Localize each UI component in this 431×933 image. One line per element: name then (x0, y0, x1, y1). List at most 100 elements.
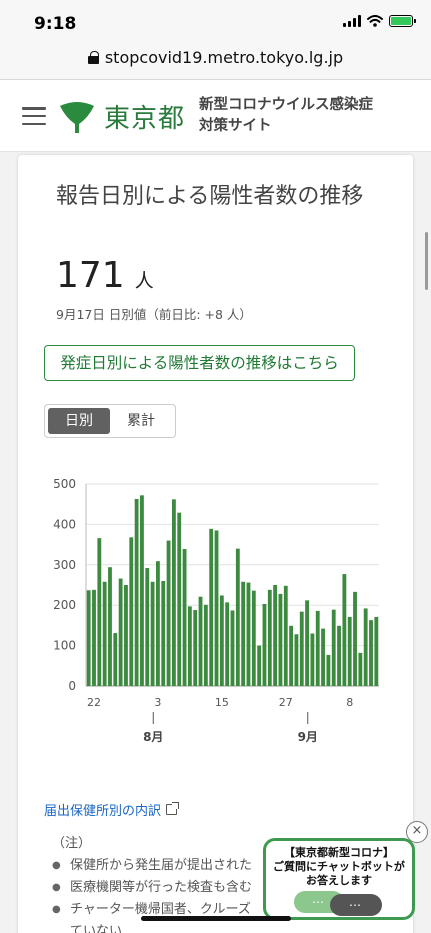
bar (166, 540, 171, 686)
bar (273, 585, 278, 686)
bar (257, 645, 262, 686)
bar (219, 595, 224, 686)
daily-count: 171 人 (56, 255, 154, 296)
menu-icon[interactable] (22, 107, 46, 125)
x-tick-label: 8 (346, 696, 353, 709)
chatbot-text: 【東京都新型コロナ】 ご質問にチャットボットが お答えします (266, 846, 412, 888)
logo-text[interactable]: 東京都 (104, 104, 186, 134)
onset-date-link-button[interactable]: 発症日別による陽性者数の推移はこちら (44, 345, 355, 381)
date-line: 9月17日 日別値（前日比: +8 人） (56, 307, 252, 322)
bar (278, 593, 283, 686)
bar (203, 604, 208, 686)
bar (331, 609, 336, 686)
lock-icon (87, 51, 99, 64)
note-item: 医療機関等が行った検査も含む (52, 877, 252, 899)
positive-cases-bar-chart: 0 100 200 300 400 500 22 3 15 27 8 8月 9月 (18, 466, 398, 756)
health-center-breakdown-link[interactable]: 届出保健所別の内訳 (44, 800, 180, 819)
battery-level (391, 17, 411, 25)
bar (97, 538, 102, 686)
bar (140, 495, 144, 686)
bar (198, 596, 203, 686)
bar (177, 512, 182, 686)
chatbot-line3: お答えします (306, 874, 372, 887)
bar (150, 581, 155, 686)
bar (363, 608, 368, 686)
bar (315, 610, 320, 686)
bar (214, 530, 219, 686)
chatbot-line2: ご質問にチャットボットが (273, 860, 405, 873)
bar (118, 578, 123, 686)
bar (129, 537, 134, 686)
bar (283, 585, 288, 686)
battery-icon (389, 15, 416, 27)
y-tick-label: 200 (53, 598, 76, 612)
scrollbar-thumb[interactable] (425, 232, 428, 290)
bar (305, 600, 309, 686)
toggle-cumulative[interactable]: 累計 (127, 413, 155, 429)
bar (369, 620, 373, 686)
note-item: 保健所から発生届が提出された (52, 855, 252, 877)
bar (113, 633, 118, 686)
bar (102, 581, 107, 686)
bar (241, 581, 246, 686)
site-title[interactable]: 新型コロナウイルス感染症 対策サイト (199, 95, 373, 137)
positive-cases-card: 報告日別による陽性者数の推移 171 人 9月17日 日別値（前日比: +8 人）… (18, 155, 413, 933)
site-title-line2: 対策サイト (199, 118, 272, 134)
daily-count-value: 171 (56, 255, 125, 296)
bar (251, 590, 256, 686)
bar (321, 628, 325, 686)
bar (326, 654, 331, 686)
y-tick-label: 300 (53, 558, 76, 572)
bar (134, 498, 139, 686)
y-tick-label: 0 (68, 679, 76, 693)
bar (230, 610, 235, 686)
bar (171, 499, 176, 686)
bar (262, 603, 267, 686)
note-continuation: ていない (70, 924, 123, 933)
bar (294, 634, 299, 686)
bar (225, 602, 230, 686)
chatbot-close-button[interactable]: × (406, 821, 428, 843)
bar (145, 568, 150, 686)
notes-section: （注） 保健所から発生届が提出された 医療機関等が行った検査も含む チャーター機… (52, 833, 252, 933)
bar (193, 610, 198, 686)
bar (92, 589, 96, 686)
chart-svg: 0 100 200 300 400 500 22 3 15 27 8 8月 9月 (53, 477, 379, 744)
bar (182, 549, 187, 686)
bar (246, 582, 251, 686)
y-tick-label: 400 (53, 517, 76, 531)
y-tick-label: 500 (53, 477, 76, 491)
home-indicator (141, 916, 291, 921)
x-tick-label: 27 (279, 696, 293, 709)
notes-list: 保健所から発生届が提出された 医療機関等が行った検査も含む チャーター機帰国者、… (52, 855, 252, 921)
url-display[interactable]: stopcovid19.metro.tokyo.lg.jp (87, 48, 344, 67)
bar (299, 611, 304, 686)
month-label: 9月 (298, 730, 318, 744)
x-tick-label: 22 (87, 696, 101, 709)
url-text: stopcovid19.metro.tokyo.lg.jp (104, 48, 344, 67)
toggle-daily[interactable]: 日別 (48, 408, 110, 434)
bar (108, 567, 112, 686)
bar (347, 616, 352, 686)
notes-heading: （注） (52, 836, 92, 851)
bar (86, 590, 91, 686)
status-time: 9:18 (34, 14, 77, 34)
status-bar: 9:18 (0, 0, 431, 44)
browser-url-bar[interactable]: stopcovid19.metro.tokyo.lg.jp (0, 44, 431, 80)
speech-bubble-icon: … (330, 894, 382, 916)
bar (235, 548, 240, 686)
x-tick-label: 3 (154, 696, 161, 709)
daily-count-unit: 人 (134, 270, 154, 292)
month-label: 8月 (143, 730, 163, 744)
site-title-line1: 新型コロナウイルス感染症 (199, 97, 373, 113)
note-item: チャーター機帰国者、クルーズ (52, 899, 252, 921)
tokyo-ginkgo-logo-icon[interactable] (58, 100, 96, 134)
status-icons (343, 15, 416, 27)
bar (310, 633, 315, 686)
bar (187, 606, 192, 686)
chatbot-widget[interactable]: 【東京都新型コロナ】 ご質問にチャットボットが お答えします … … (263, 838, 415, 920)
bar (353, 591, 357, 686)
cellular-signal-icon (343, 15, 361, 27)
bar (342, 574, 347, 686)
daily-cumulative-toggle[interactable]: 日別 累計 (44, 404, 176, 438)
